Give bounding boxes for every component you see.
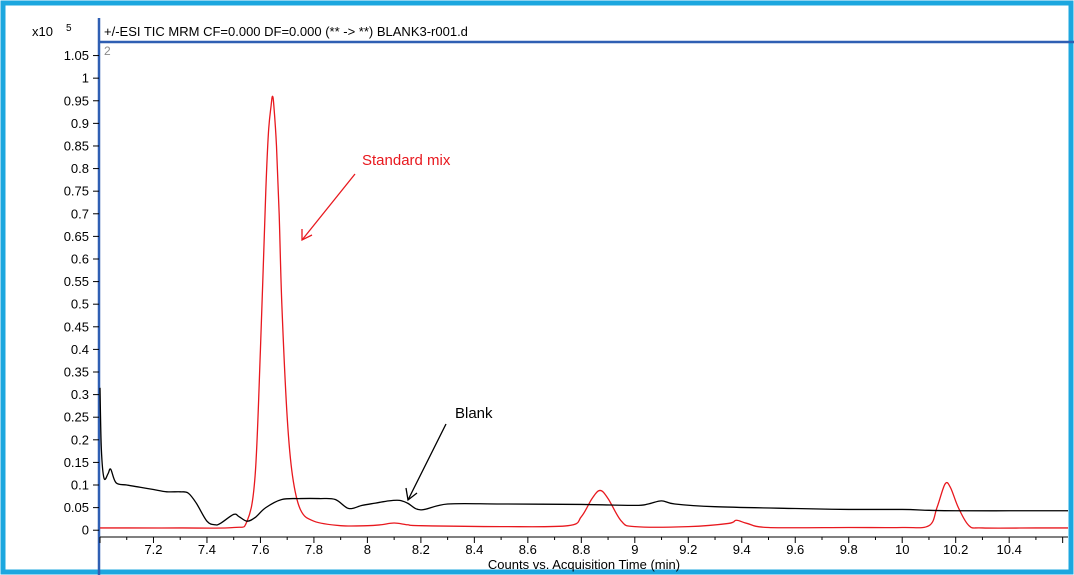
window-inner-bg xyxy=(6,6,1068,569)
y-tick-label: 0 xyxy=(82,523,89,538)
standard-mix-arrow xyxy=(301,173,356,242)
x-tick-label: 10.4 xyxy=(997,542,1022,557)
y-multiplier-base: x10 xyxy=(32,24,53,39)
y-tick-label: 1 xyxy=(82,71,89,86)
x-tick-label: 8.6 xyxy=(519,542,537,557)
y-tick-label: 0.55 xyxy=(64,274,89,289)
blank-label: Blank xyxy=(455,405,493,422)
x-tick-label: 9.6 xyxy=(786,542,804,557)
y-tick-label: 0.25 xyxy=(64,410,89,425)
y-axis-ticks: 0 0.05 0.1 0.15 0.2 0.25 0.3 0.35 0.4 0.45 0.5 0.55… xyxy=(64,48,99,538)
y-tick-label: 0.7 xyxy=(71,206,89,221)
y-tick-label: 0.65 xyxy=(64,229,89,244)
y-tick-label: 0.05 xyxy=(64,500,89,515)
standard-mix-label: Standard mix xyxy=(362,152,451,169)
chart-title: +/-ESI TIC MRM CF=0.000 DF=0.000 (** -> … xyxy=(104,24,468,39)
x-tick-label: 8.2 xyxy=(412,542,430,557)
x-tick-label: 10 xyxy=(895,542,909,557)
y-tick-label: 0.85 xyxy=(64,138,89,153)
y-tick-label: 0.75 xyxy=(64,184,89,199)
x-tick-label: 8.8 xyxy=(572,542,590,557)
y-tick-label: 0.3 xyxy=(71,387,89,402)
panel-number: 2 xyxy=(104,44,111,58)
y-tick-label: 0.15 xyxy=(64,455,89,470)
x-axis-ticks: 7.2 7.4 7.6 7.8 8 8.2 8.4 8.6 8.8 9 9.2 9.4 9.6 9.8 10… xyxy=(99,537,1064,557)
blank-trace xyxy=(99,387,1068,526)
y-tick-label: 0.1 xyxy=(71,478,89,493)
x-tick-label: 7.6 xyxy=(251,542,269,557)
blank-arrow xyxy=(405,423,447,502)
y-tick-label: 0.2 xyxy=(71,432,89,447)
x-tick-label: 10.2 xyxy=(943,542,968,557)
x-tick-label: 9 xyxy=(631,542,638,557)
x-tick-label: 8 xyxy=(364,542,371,557)
x-tick-label: 9.2 xyxy=(679,542,697,557)
y-tick-label: 0.35 xyxy=(64,365,89,380)
y-tick-label: 0.6 xyxy=(71,251,89,266)
y-tick-label: 0.45 xyxy=(64,319,89,334)
y-tick-label: 0.4 xyxy=(71,342,89,357)
x-tick-label: 7.2 xyxy=(144,542,162,557)
x-tick-label: 9.4 xyxy=(733,542,751,557)
x-tick-label: 7.8 xyxy=(305,542,323,557)
y-tick-label: 1.05 xyxy=(64,48,89,63)
y-multiplier-exponent: 5 xyxy=(66,23,72,34)
standard-mix-trace xyxy=(100,95,1068,529)
y-tick-label: 0.95 xyxy=(64,93,89,108)
x-tick-label: 7.4 xyxy=(198,542,216,557)
series-layer xyxy=(99,95,1068,529)
y-tick-label: 0.9 xyxy=(71,116,89,131)
y-tick-label: 0.5 xyxy=(71,297,89,312)
x-tick-label: 9.8 xyxy=(840,542,858,557)
x-tick-label: 8.4 xyxy=(465,542,483,557)
y-tick-label: 0.8 xyxy=(71,161,89,176)
x-axis-label: Counts vs. Acquisition Time (min) xyxy=(488,557,680,572)
